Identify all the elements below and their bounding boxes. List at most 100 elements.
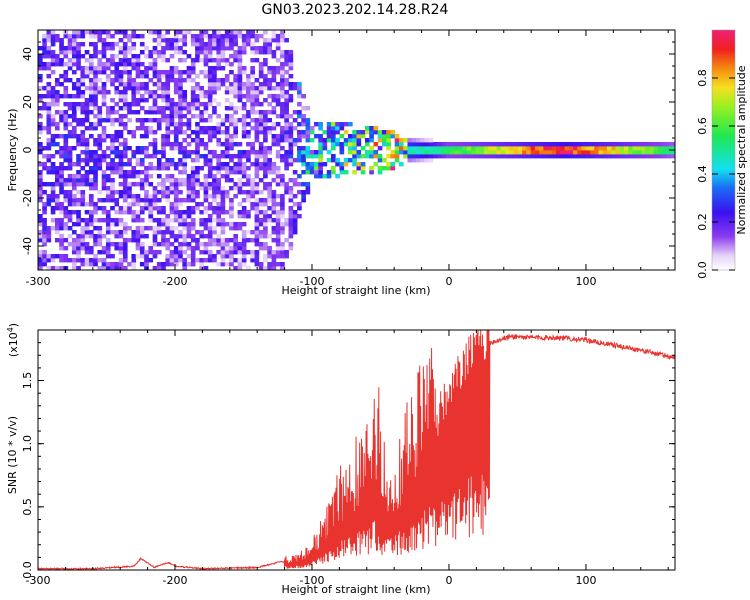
heatmap-cell bbox=[636, 146, 642, 151]
heatmap-cell bbox=[101, 178, 107, 183]
heatmap-cell bbox=[97, 78, 103, 83]
heatmap-cell bbox=[653, 154, 659, 159]
heatmap-cell bbox=[280, 242, 285, 247]
heatmap-cell bbox=[135, 194, 141, 199]
heatmap-cell bbox=[93, 210, 98, 215]
heatmap-cell bbox=[101, 218, 107, 223]
heatmap-cell bbox=[352, 146, 357, 151]
heatmap-cell bbox=[118, 122, 124, 127]
heatmap-cell bbox=[288, 230, 294, 235]
heatmap-cell bbox=[216, 222, 222, 227]
heatmap-cell bbox=[309, 138, 315, 143]
heatmap-cell bbox=[229, 134, 234, 139]
heatmap-cell bbox=[483, 142, 489, 147]
heatmap-cell bbox=[139, 186, 145, 191]
heatmap-cell bbox=[178, 82, 183, 87]
heatmap-cell bbox=[161, 46, 166, 51]
heatmap-cell bbox=[288, 214, 294, 219]
heatmap-cell bbox=[275, 246, 281, 251]
heatmap-cell bbox=[50, 98, 56, 103]
heatmap-cell bbox=[403, 154, 408, 159]
heatmap-cell bbox=[71, 86, 77, 91]
heatmap-cell bbox=[50, 154, 56, 159]
heatmap-cell bbox=[127, 58, 132, 63]
heatmap-cell bbox=[46, 38, 52, 43]
heatmap-cell bbox=[101, 126, 107, 131]
heatmap-cell bbox=[76, 90, 81, 95]
heatmap-cell bbox=[220, 262, 226, 267]
heatmap-cell bbox=[173, 90, 179, 95]
heatmap-cell bbox=[360, 166, 366, 171]
heatmap-cell bbox=[144, 194, 149, 199]
heatmap-cell bbox=[517, 142, 523, 147]
heatmap-cell bbox=[71, 198, 77, 203]
heatmap-cell bbox=[666, 142, 672, 147]
heatmap-cell bbox=[169, 206, 175, 211]
heatmap-cell bbox=[199, 102, 205, 107]
heatmap-cell bbox=[662, 150, 667, 155]
heatmap-cell bbox=[165, 58, 171, 63]
heatmap-cell bbox=[122, 50, 128, 55]
heatmap-cell bbox=[254, 134, 260, 139]
heatmap-cell bbox=[110, 142, 115, 147]
heatmap-cell bbox=[229, 114, 234, 119]
heatmap-cell bbox=[156, 182, 162, 187]
heatmap-cell bbox=[203, 102, 209, 107]
heatmap-cell bbox=[224, 174, 230, 179]
heatmap-cell bbox=[186, 234, 192, 239]
heatmap-cell bbox=[263, 38, 268, 43]
heatmap-cell bbox=[131, 202, 137, 207]
heatmap-cell bbox=[203, 90, 209, 95]
heatmap-cell bbox=[178, 158, 183, 163]
heatmap-cell bbox=[178, 106, 183, 111]
heatmap-cell bbox=[54, 90, 60, 95]
heatmap-cell bbox=[254, 158, 260, 163]
heatmap-cell bbox=[203, 194, 209, 199]
heatmap-cell bbox=[271, 30, 277, 35]
heatmap-cell bbox=[250, 238, 255, 243]
heatmap-cell bbox=[114, 66, 120, 71]
heatmap-cell bbox=[169, 38, 175, 43]
heatmap-cell bbox=[38, 178, 43, 183]
x-tick-label: -200 bbox=[163, 275, 188, 288]
heatmap-cell bbox=[139, 218, 145, 223]
heatmap-cell bbox=[148, 214, 154, 219]
heatmap-cell bbox=[118, 190, 124, 195]
heatmap-cell bbox=[50, 170, 56, 175]
heatmap-cell bbox=[305, 118, 311, 123]
heatmap-cell bbox=[67, 234, 73, 239]
heatmap-cell bbox=[76, 78, 81, 83]
heatmap-cell bbox=[237, 30, 243, 35]
heatmap-cell bbox=[139, 254, 145, 259]
heatmap-cell bbox=[71, 102, 77, 107]
heatmap-cell bbox=[42, 50, 47, 55]
heatmap-cell bbox=[280, 174, 285, 179]
heatmap-cell bbox=[280, 214, 285, 219]
heatmap-cell bbox=[156, 190, 162, 195]
heatmap-cell bbox=[343, 162, 349, 167]
heatmap-cell bbox=[339, 150, 345, 155]
heatmap-cell bbox=[127, 118, 132, 123]
heatmap-cell bbox=[152, 254, 158, 259]
heatmap-cell bbox=[38, 174, 43, 179]
heatmap-cell bbox=[381, 166, 387, 171]
heatmap-cell bbox=[237, 222, 243, 227]
heatmap-cell bbox=[67, 174, 73, 179]
heatmap-cell bbox=[63, 238, 69, 243]
heatmap-cell bbox=[169, 122, 175, 127]
heatmap-cell bbox=[449, 146, 455, 151]
heatmap-cell bbox=[237, 98, 243, 103]
heatmap-cell bbox=[93, 202, 98, 207]
heatmap-cell bbox=[241, 134, 247, 139]
heatmap-cell bbox=[122, 70, 128, 75]
heatmap-cell bbox=[267, 78, 272, 83]
heatmap-cell bbox=[161, 150, 166, 155]
heatmap-cell bbox=[220, 222, 226, 227]
heatmap-cell bbox=[76, 66, 81, 71]
heatmap-cell bbox=[165, 230, 171, 235]
heatmap-cell bbox=[564, 142, 570, 147]
heatmap-cell bbox=[88, 82, 94, 87]
heatmap-cell bbox=[76, 50, 81, 55]
heatmap-cell bbox=[101, 46, 107, 51]
heatmap-cell bbox=[611, 150, 616, 155]
